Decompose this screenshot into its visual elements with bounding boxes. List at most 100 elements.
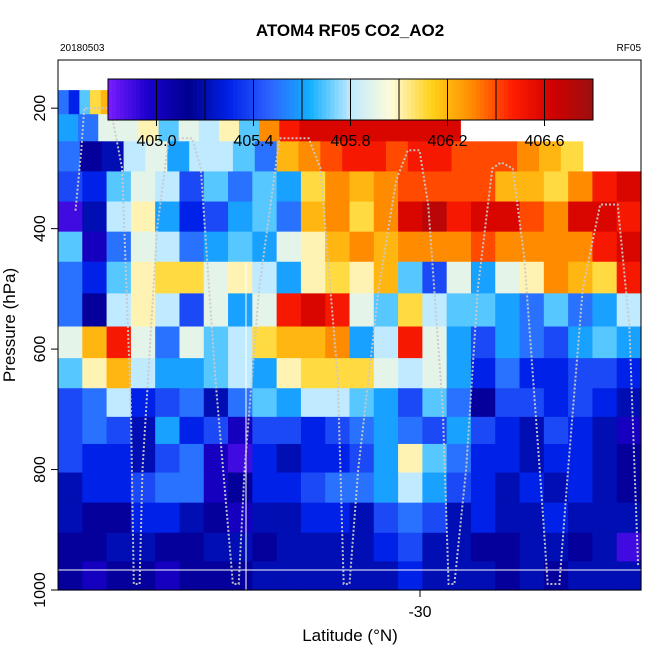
heatmap-cell [106, 171, 132, 203]
heatmap-cell [82, 231, 108, 263]
heatmap-cell [106, 502, 132, 534]
colorbar-segment [225, 79, 230, 120]
heatmap-cell [519, 502, 545, 534]
heatmap-cell [470, 416, 496, 445]
heatmap-cell [300, 326, 326, 359]
heatmap-cell [420, 114, 441, 142]
heatmap-cell [228, 201, 253, 233]
heatmap-cell [276, 416, 302, 445]
heatmap-cell [473, 141, 496, 173]
heatmap-cell [519, 261, 545, 294]
heatmap-cell [239, 114, 260, 142]
colorbar-segment [196, 79, 202, 120]
heatmap-cell [179, 358, 205, 389]
heatmap-cell [106, 358, 132, 389]
colorbar-segment [221, 79, 226, 120]
heatmap-cell [300, 388, 326, 418]
y-tick-label: 200 [32, 95, 49, 122]
colorbar-segment [471, 79, 477, 120]
heatmap-cell [58, 443, 83, 474]
heatmap-cell [259, 114, 280, 142]
heatmap-cell [349, 561, 375, 591]
colorbar-segment [249, 79, 254, 120]
heatmap-cell [276, 141, 300, 173]
heatmap-cell [58, 201, 83, 233]
heatmap-cell [319, 114, 341, 142]
colorbar-segment [576, 79, 582, 120]
heatmap-cell [519, 326, 545, 359]
chart-title: ATOM4 RF05 CO2_AO2 [256, 21, 444, 40]
heatmap-cell [325, 201, 351, 233]
heatmap-cell [495, 326, 521, 359]
heatmap-cell [616, 416, 642, 445]
colorbar-segment [314, 79, 319, 120]
heatmap-cell [495, 141, 518, 173]
y-tick-label: 800 [32, 456, 49, 483]
heatmap-cell [179, 561, 205, 591]
heatmap-cell [446, 416, 472, 445]
heatmap-cell [58, 261, 83, 294]
heatmap-cell [470, 358, 496, 389]
heatmap-cell [58, 141, 81, 173]
heatmap-cell [300, 472, 326, 504]
colorbar-segment [237, 79, 242, 120]
colorbar-segment [168, 79, 174, 120]
heatmap-cell [407, 141, 431, 173]
heatmap-cell [398, 231, 423, 263]
heatmap-cell [592, 293, 618, 328]
heatmap-cell [106, 201, 132, 233]
heatmap-cell [58, 293, 83, 328]
heatmap-cell [543, 231, 569, 263]
heatmap-cell [325, 416, 351, 445]
heatmap-cell [106, 261, 132, 294]
heatmap-cell [616, 502, 642, 534]
heatmap-cell [58, 416, 83, 445]
heatmap-cell [495, 388, 521, 418]
y-axis-label: Pressure (hPa) [0, 268, 19, 382]
heatmap-cell [254, 141, 278, 173]
heatmap-cell [82, 358, 108, 389]
colorbar-tick-label: 405.4 [233, 133, 273, 150]
colorbar-tick-label: 405.0 [136, 133, 176, 150]
heatmap-cell [446, 326, 472, 359]
colorbar-segment [447, 79, 453, 120]
y-tick-label: 600 [32, 336, 49, 363]
colorbar-segment [439, 79, 444, 120]
heatmap-cell [179, 171, 205, 203]
heatmap-cell [158, 114, 180, 142]
heatmap-cell [349, 261, 375, 294]
colorbar-tick-label: 406.2 [427, 133, 467, 150]
colorbar-frame [107, 78, 594, 121]
colorbar-segment [112, 79, 117, 120]
heatmap-cell [495, 261, 521, 294]
heatmap-cell [349, 388, 375, 418]
colorbar-segment [580, 79, 586, 120]
colorbar-segment [532, 79, 537, 120]
heatmap-cell [130, 358, 156, 389]
heatmap-cell [495, 472, 521, 504]
heatmap-cell [300, 416, 326, 445]
colorbar-segment [342, 79, 347, 120]
heatmap-cell [325, 443, 351, 474]
heatmap-cell [568, 443, 594, 474]
heatmap-cell [373, 472, 399, 504]
heatmap-cell [543, 326, 569, 359]
colorbar-segment [399, 79, 404, 120]
heatmap-cell [373, 293, 399, 328]
heatmap-cell [543, 472, 569, 504]
heatmap-cell [616, 561, 642, 591]
heatmap-cell [130, 532, 156, 562]
heatmap-cell [203, 416, 229, 445]
heatmap-cell [349, 358, 375, 389]
heatmap-cell [98, 114, 119, 142]
colorbar-segment [548, 79, 554, 120]
heatmap-cell [58, 561, 83, 591]
heatmap-cell [228, 416, 253, 445]
colorbar-segment [572, 79, 578, 120]
heatmap-cell [568, 326, 594, 359]
colorbar-segment [568, 79, 574, 120]
heatmap-cell [130, 261, 156, 294]
heatmap-cell [300, 532, 326, 562]
colorbar-segment [504, 79, 509, 120]
heatmap-cell [398, 532, 423, 562]
